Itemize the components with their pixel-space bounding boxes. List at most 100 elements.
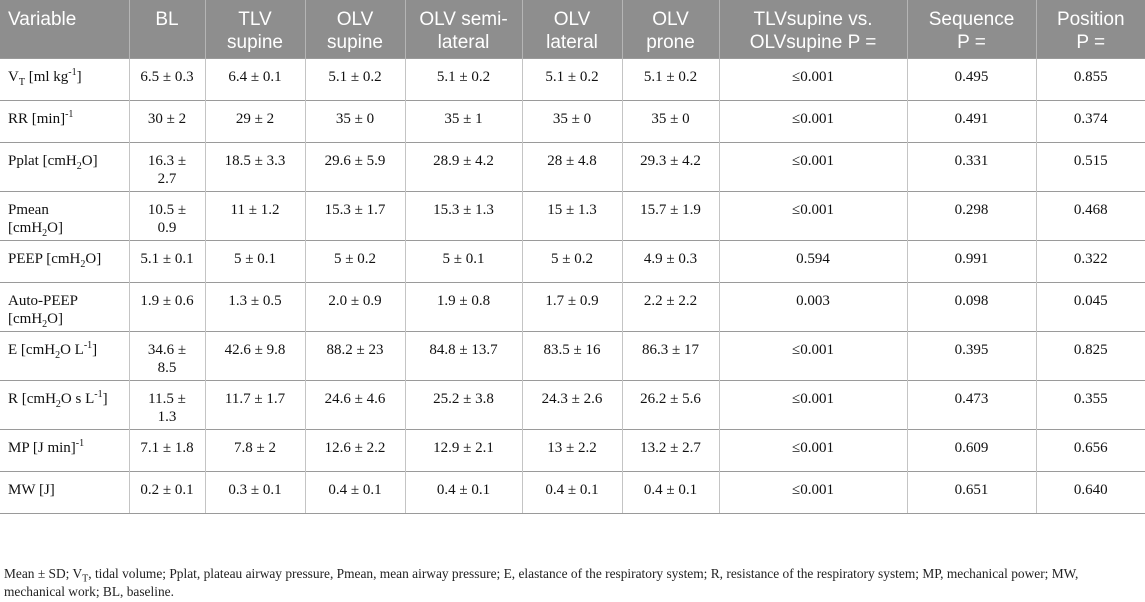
variable-cell: MP [J min]-1 bbox=[0, 428, 129, 471]
value-cell: 0.515 bbox=[1035, 141, 1145, 191]
value-cell: 0.468 bbox=[1035, 190, 1145, 240]
cell-value: 1.7 ± 0.9 bbox=[545, 292, 599, 309]
cell-value: 0.045 bbox=[1073, 292, 1108, 309]
variable-superscript: -1 bbox=[94, 388, 103, 400]
column-header-text: TLVsupine vs. bbox=[753, 9, 873, 30]
cell-value: 7.1 ± 1.8 bbox=[140, 439, 194, 456]
footnote-text-rest: , tidal volume; Pplat, plateau airway pr… bbox=[4, 566, 1079, 599]
cell-value: 0.495 bbox=[954, 68, 989, 85]
variable-subscript: T bbox=[18, 76, 25, 88]
value-cell: 28.9 ± 4.2 bbox=[404, 141, 522, 191]
value-cell: 5.1 ± 0.2 bbox=[304, 57, 405, 100]
cell-value: 1.3 bbox=[157, 408, 177, 425]
value-cell: 0.098 bbox=[906, 281, 1036, 331]
value-cell: 35 ± 1 bbox=[404, 99, 522, 142]
value-cell: 35 ± 0 bbox=[621, 99, 719, 142]
footnote-subscript: T bbox=[82, 573, 89, 585]
value-cell: 15.3 ± 1.3 bbox=[404, 190, 522, 240]
variable-text: O] bbox=[47, 219, 63, 236]
value-cell: 34.6 ±8.5 bbox=[128, 330, 205, 380]
value-cell: 42.6 ± 9.8 bbox=[204, 330, 305, 380]
column-header-text: supine bbox=[327, 32, 383, 53]
variable-superscript: -1 bbox=[75, 437, 85, 449]
value-cell: 0.4 ± 0.1 bbox=[304, 470, 405, 514]
value-cell: 5.1 ± 0.2 bbox=[404, 57, 522, 100]
column-header-text: supine bbox=[227, 32, 283, 53]
column-header: Sequence P = bbox=[906, 0, 1036, 58]
cell-value: 29.3 ± 4.2 bbox=[640, 152, 701, 169]
variable-text: ] bbox=[60, 110, 66, 127]
variable-superscript: -1 bbox=[68, 66, 77, 78]
cell-value: 0.298 bbox=[954, 201, 989, 218]
value-cell: 29 ± 2 bbox=[204, 99, 305, 142]
variable-text: O] bbox=[85, 250, 102, 267]
column-header: BL bbox=[128, 0, 205, 58]
cell-value: 7.8 ± 2 bbox=[234, 439, 276, 456]
cell-value: 1.9 ± 0.8 bbox=[436, 292, 491, 309]
variable-subscript: 2 bbox=[55, 349, 61, 361]
cell-value: 28.9 ± 4.2 bbox=[433, 152, 494, 169]
value-cell: 15.7 ± 1.9 bbox=[621, 190, 719, 240]
value-cell: 86.3 ± 17 bbox=[621, 330, 719, 380]
cell-value: 88.2 ± 23 bbox=[326, 341, 384, 358]
column-header-text: OLV bbox=[336, 9, 374, 30]
value-cell: 35 ± 0 bbox=[304, 99, 405, 142]
cell-value: 0.2 ± 0.1 bbox=[140, 481, 194, 498]
value-cell: 0.3 ± 0.1 bbox=[204, 470, 305, 514]
variable-subscript: 2 bbox=[76, 160, 82, 172]
variable-text: ] bbox=[92, 341, 98, 358]
value-cell: 30 ± 2 bbox=[128, 99, 205, 142]
column-header-text: BL bbox=[155, 9, 179, 30]
variable-subscript: 2 bbox=[42, 227, 48, 239]
value-cell: 29.6 ± 5.9 bbox=[304, 141, 405, 191]
variable-cell: Pmean [cmH2O] bbox=[0, 190, 129, 240]
value-cell: 18.5 ± 3.3 bbox=[204, 141, 305, 191]
variable-text: O s L bbox=[60, 390, 95, 407]
cell-value: 13.2 ± 2.7 bbox=[640, 439, 701, 456]
variable-cell: Pplat [cmH2O] bbox=[0, 141, 129, 191]
variable-subscript: 2 bbox=[80, 258, 86, 270]
cell-value: 0.468 bbox=[1073, 201, 1108, 218]
cell-value: 1.3 ± 0.5 bbox=[228, 292, 282, 309]
variable-cell: RR [min]-1 bbox=[0, 99, 129, 142]
value-cell: ≤0.001 bbox=[718, 141, 907, 191]
value-cell: ≤0.001 bbox=[718, 428, 907, 471]
results-table: Variable BL TLV supine OLV supine OLV semi-lat… bbox=[0, 0, 1145, 514]
cell-value: 0.395 bbox=[954, 341, 989, 358]
table-row: R [cmH2O s L-1] 11.5 ±1.3 11.7 ± 1.7 24.6 ±… bbox=[0, 379, 1145, 429]
variable-superscript: -1 bbox=[83, 339, 93, 351]
cell-value: 0.322 bbox=[1073, 250, 1108, 267]
cell-value: ≤0.001 bbox=[792, 341, 834, 358]
value-cell: 0.395 bbox=[906, 330, 1036, 380]
value-cell: ≤0.001 bbox=[718, 379, 907, 429]
cell-value: 86.3 ± 17 bbox=[642, 341, 699, 358]
column-header-text: lateral bbox=[546, 32, 598, 53]
value-cell: 26.2 ± 5.6 bbox=[621, 379, 719, 429]
value-cell: 4.9 ± 0.3 bbox=[621, 239, 719, 282]
column-header-text: P = bbox=[957, 32, 986, 53]
column-header-text: Sequence bbox=[928, 9, 1015, 30]
table-row: E [cmH2O L-1] 34.6 ±8.5 42.6 ± 9.8 88.2 ± 2… bbox=[0, 330, 1145, 380]
value-cell: 10.5 ±0.9 bbox=[128, 190, 205, 240]
variable-name: Pmean bbox=[8, 201, 49, 218]
value-cell: 0.322 bbox=[1035, 239, 1145, 282]
variable-text: Pplat [cmH bbox=[8, 152, 77, 169]
variable-cell: PEEP [cmH2O] bbox=[0, 239, 129, 282]
cell-value: ≤0.001 bbox=[792, 110, 834, 127]
cell-value: 5 ± 0.2 bbox=[334, 250, 376, 267]
cell-value: 0.098 bbox=[954, 292, 989, 309]
cell-value: 24.3 ± 2.6 bbox=[541, 390, 603, 407]
column-header: OLV supine bbox=[304, 0, 405, 58]
value-cell: ≤0.001 bbox=[718, 330, 907, 380]
value-cell: 88.2 ± 23 bbox=[304, 330, 405, 380]
column-header: OLV lateral bbox=[521, 0, 622, 58]
table-row: Auto-PEEP [cmH2O] 1.9 ± 0.6 1.3 ± 0.5 2.0 ± … bbox=[0, 281, 1145, 331]
value-cell: 0.651 bbox=[906, 470, 1036, 514]
value-cell: 2.0 ± 0.9 bbox=[304, 281, 405, 331]
cell-value: 4.9 ± 0.3 bbox=[643, 250, 698, 267]
value-cell: 15 ± 1.3 bbox=[521, 190, 622, 240]
cell-value: 10.5 ± bbox=[147, 201, 187, 218]
table-row: Pplat [cmH2O] 16.3 ±2.7 18.5 ± 3.3 29.6 ± 5… bbox=[0, 141, 1145, 191]
table-header: Variable BL TLV supine OLV supine OLV semi-lat… bbox=[0, 0, 1145, 58]
cell-value: 15 ± 1.3 bbox=[547, 201, 597, 218]
